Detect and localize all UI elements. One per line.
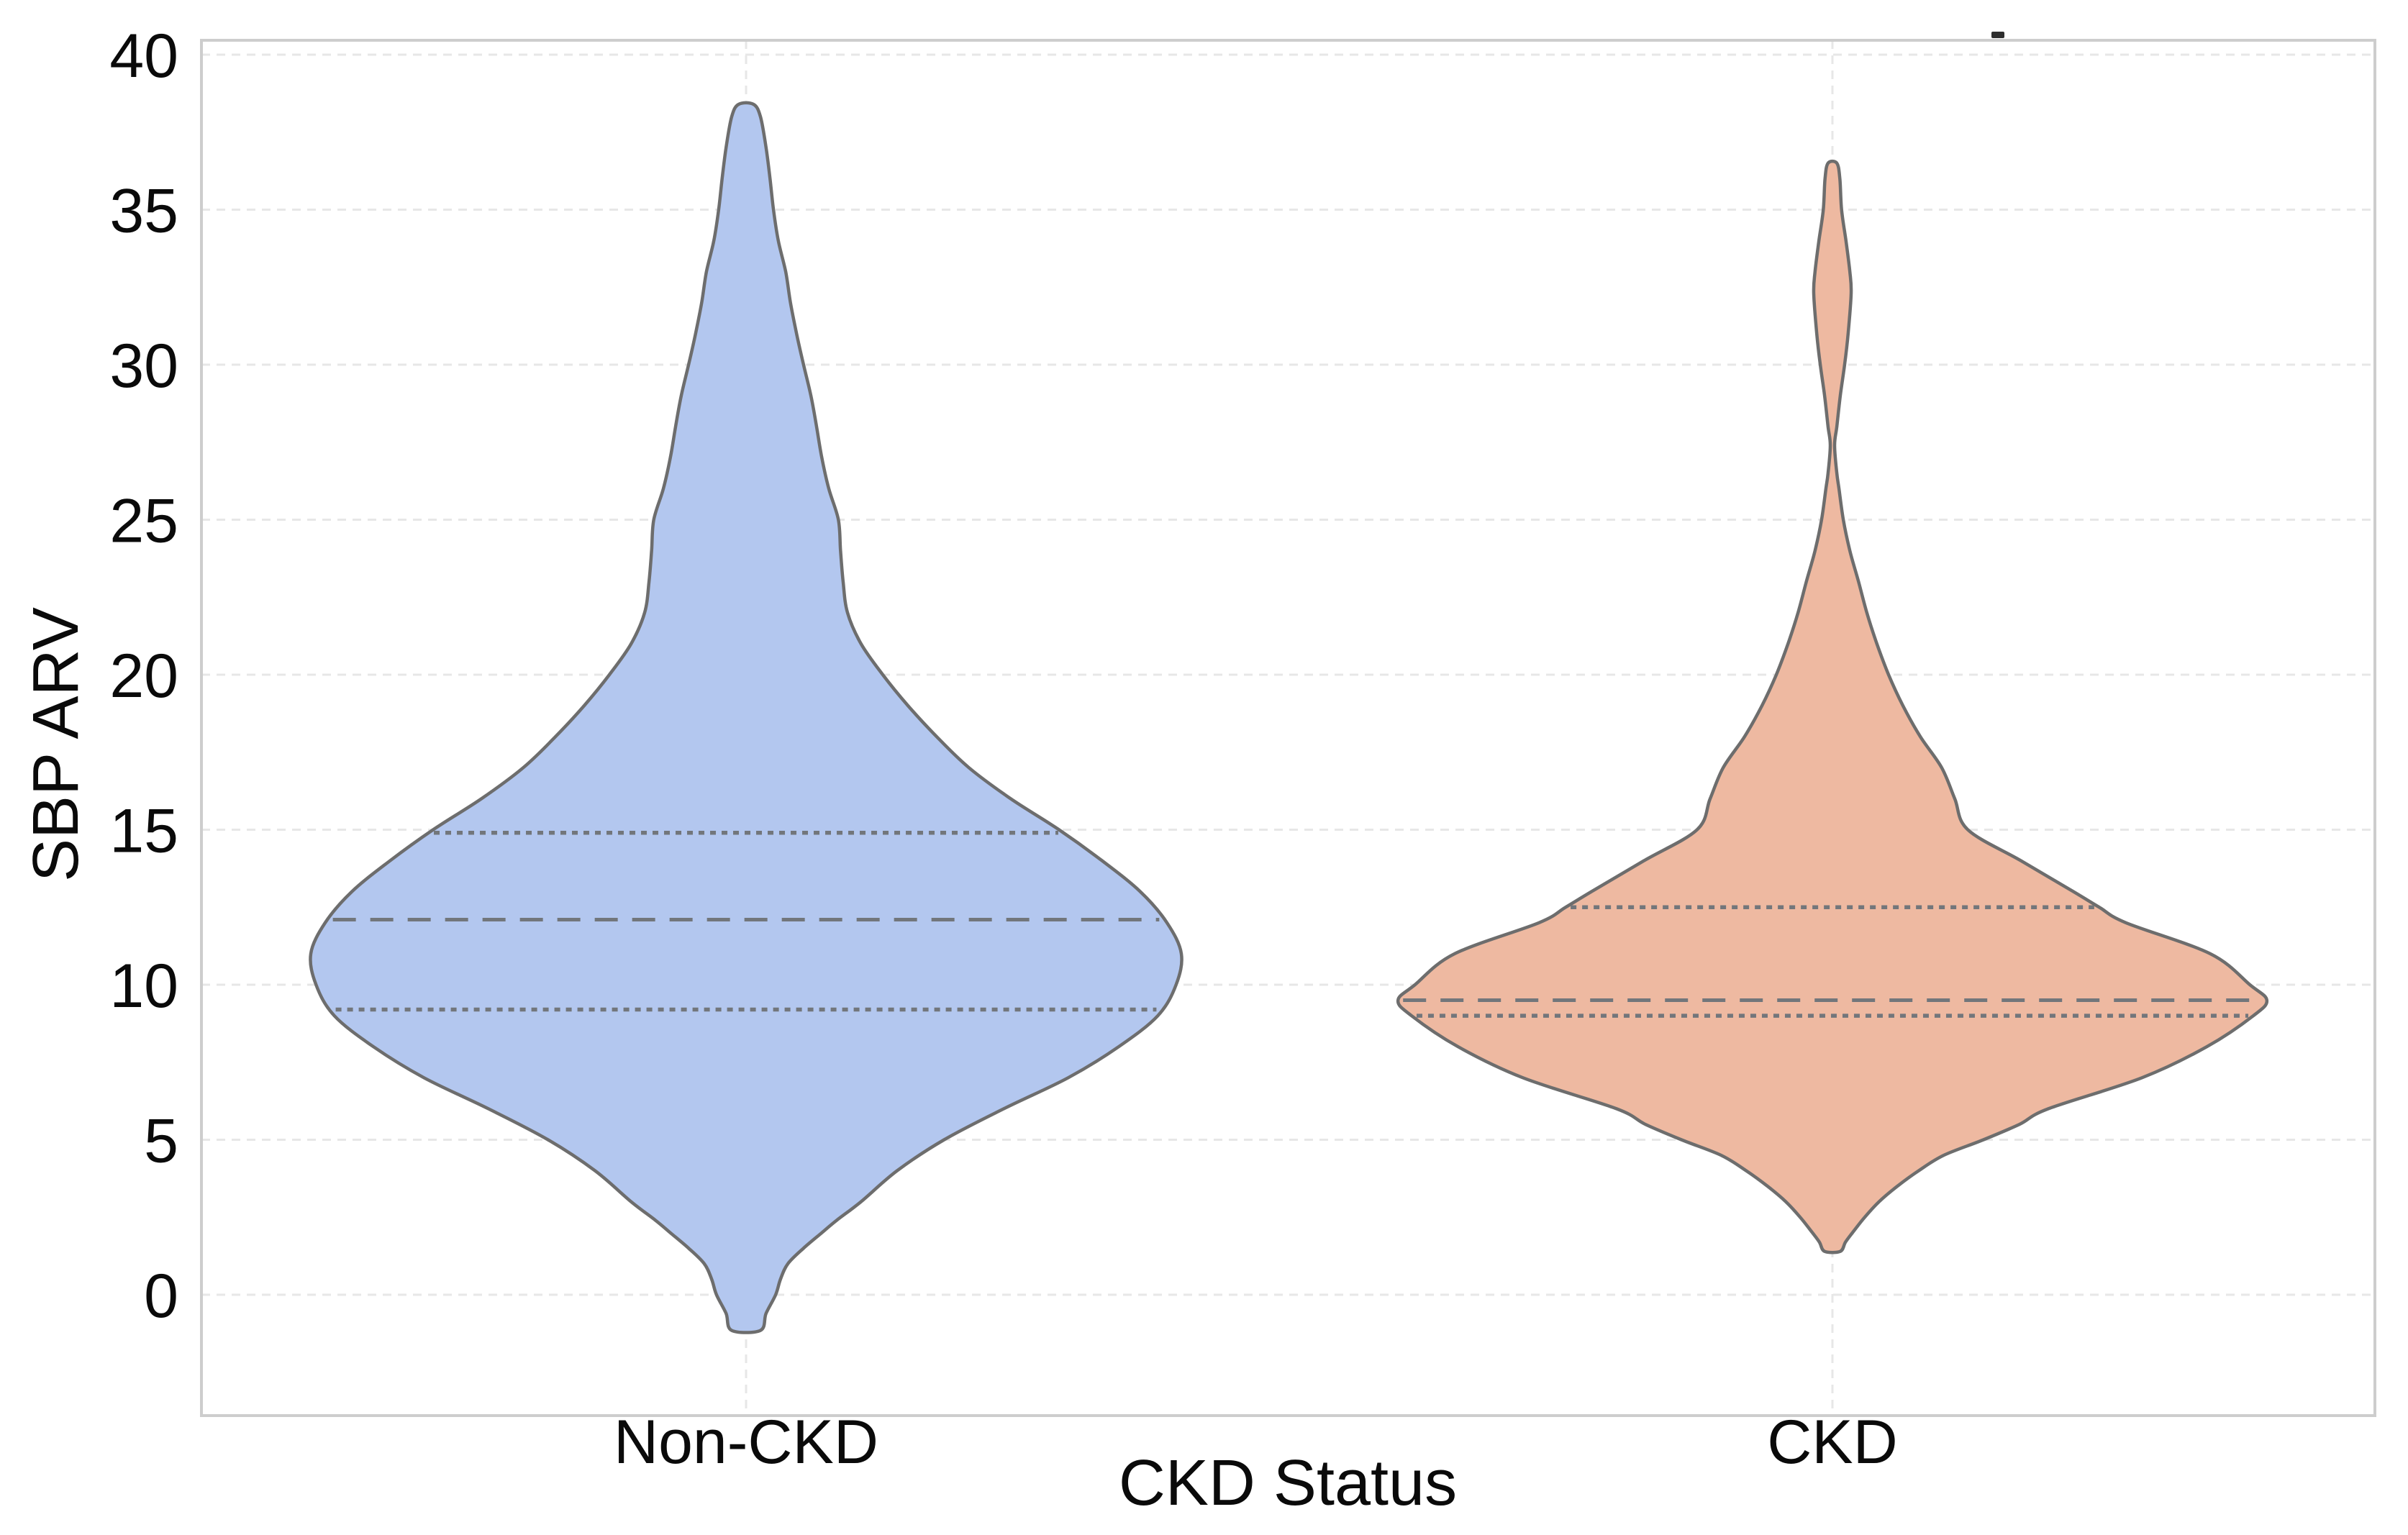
y-tick-label: 0 [144, 1262, 178, 1331]
y-tick-label: 15 [109, 797, 178, 866]
violin-body [309, 101, 1183, 1334]
plot-area [201, 40, 2375, 1416]
violin-body [1396, 159, 2269, 1254]
y-tick-label: 10 [109, 952, 178, 1021]
y-tick-label: 35 [109, 177, 178, 246]
top-right-mark [1991, 32, 2004, 38]
x-tick-label-ckd: CKD [1767, 1408, 1898, 1477]
x-axis-title: CKD Status [1119, 1447, 1457, 1519]
y-tick-labels: 0 5 10 15 20 25 30 35 40 [109, 22, 178, 1331]
y-tick-label: 40 [109, 22, 178, 91]
y-tick-label: 20 [109, 642, 178, 711]
plot-frame [200, 39, 2376, 1417]
violin-ckd [1396, 159, 2269, 1254]
x-tick-labels: Non-CKD CKD [614, 1408, 1898, 1477]
violin-non-ckd [309, 101, 1183, 1334]
y-axis-title: SBP ARV [20, 607, 92, 882]
violin-bodies [309, 101, 2269, 1334]
y-tick-label: 30 [109, 332, 178, 401]
x-tick-label-non-ckd: Non-CKD [614, 1408, 878, 1477]
y-tick-label: 25 [109, 487, 178, 556]
y-tick-label: 5 [144, 1107, 178, 1176]
